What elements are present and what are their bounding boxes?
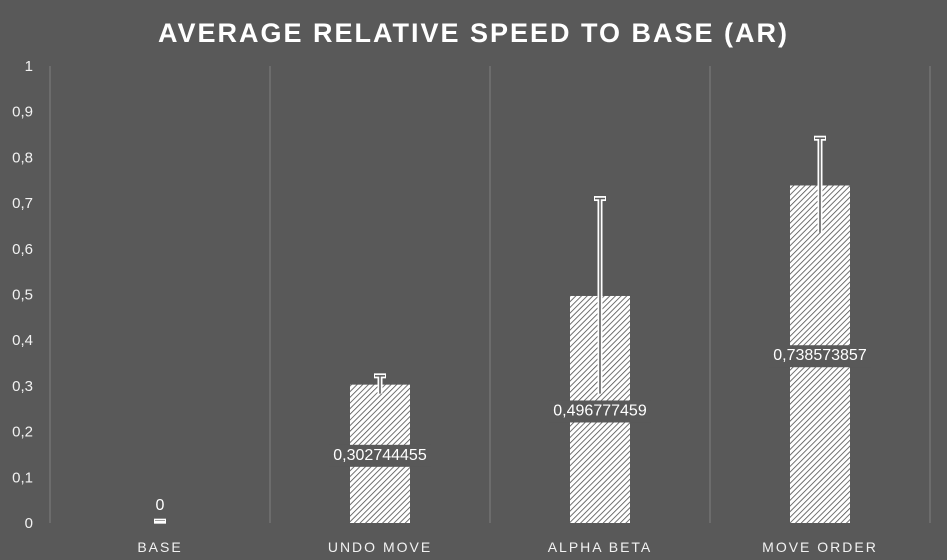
category-label: ALPHA BETA xyxy=(548,539,653,555)
y-tick-label: 0,5 xyxy=(12,287,33,304)
error-bar xyxy=(374,373,386,394)
data-label-group: 0 xyxy=(154,497,166,523)
y-tick-label: 0 xyxy=(25,515,33,532)
category-label: MOVE ORDER xyxy=(762,539,878,555)
data-label: 0,738573857 xyxy=(773,347,867,364)
error-bar xyxy=(594,196,606,394)
category-label: BASE xyxy=(137,539,182,555)
y-tick-label: 0,8 xyxy=(12,149,33,166)
y-tick-label: 0,2 xyxy=(12,424,33,441)
data-label-group: 0,738573857 xyxy=(768,345,872,368)
data-label-background xyxy=(548,400,652,423)
data-label: 0 xyxy=(156,497,165,514)
data-label: 0,496777459 xyxy=(553,402,647,419)
y-tick-label: 0,1 xyxy=(12,469,33,486)
y-tick-label: 0,9 xyxy=(12,104,33,121)
data-label: 0,302744455 xyxy=(333,447,427,464)
error-bar xyxy=(814,135,826,233)
y-tick-label: 0,6 xyxy=(12,241,33,258)
y-tick-label: 0,7 xyxy=(12,195,33,212)
data-label-background xyxy=(328,444,432,467)
chart-title: AVERAGE RELATIVE SPEED TO BASE (AR) xyxy=(157,18,790,48)
category-label: UNDO MOVE xyxy=(328,539,432,555)
y-tick-label: 0,3 xyxy=(12,378,33,395)
y-tick-label: 0,4 xyxy=(12,332,33,349)
y-tick-label: 1 xyxy=(25,58,33,75)
data-label-group: 0,496777459 xyxy=(548,400,652,423)
data-label-group: 0,302744455 xyxy=(328,444,432,467)
data-label-background xyxy=(768,345,872,368)
